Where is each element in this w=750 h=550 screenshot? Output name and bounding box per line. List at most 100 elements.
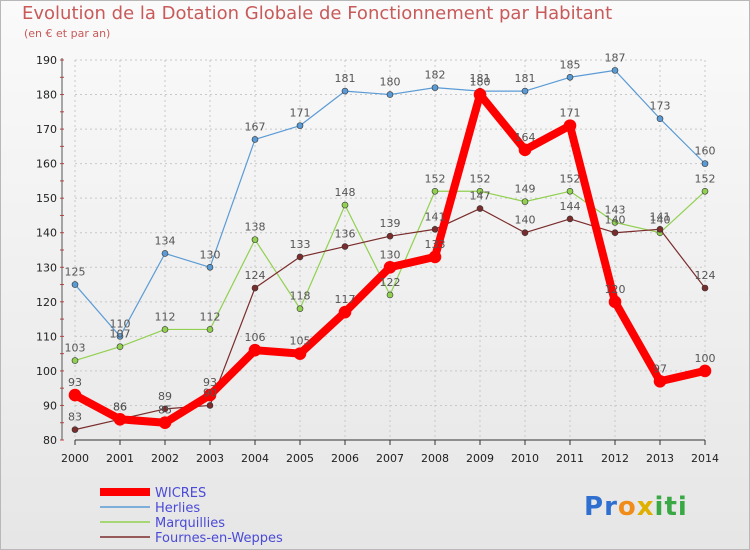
data-label-fournes-en-weppes: 141 [650, 210, 671, 223]
x-tick-label: 2000 [61, 452, 89, 465]
x-tick-label: 2006 [331, 452, 359, 465]
data-label-wicres: 86 [113, 400, 127, 413]
legend-label-fournes-en-weppes: Fournes-en-Weppes [155, 531, 283, 546]
data-label-herlies: 187 [605, 51, 626, 64]
data-point-wicres [158, 416, 172, 430]
data-point-fournes-en-weppes [251, 284, 259, 292]
data-point-wicres [608, 295, 622, 309]
x-tick-label: 2007 [376, 452, 404, 465]
x-tick-label: 2010 [511, 452, 539, 465]
data-label-marquillies: 152 [560, 172, 581, 185]
data-label-marquillies: 138 [245, 221, 266, 234]
data-point-marquillies [431, 187, 439, 195]
data-label-marquillies: 112 [155, 310, 176, 323]
data-label-fournes-en-weppes: 147 [470, 190, 491, 203]
y-tick-label: 140 [36, 227, 57, 240]
data-point-marquillies [251, 236, 259, 243]
data-label-wicres: 85 [158, 404, 172, 417]
data-label-marquillies: 152 [695, 172, 716, 185]
data-label-wicres: 117 [335, 293, 356, 306]
data-label-herlies: 182 [425, 69, 446, 82]
data-point-wicres [383, 260, 397, 274]
data-point-herlies [116, 333, 124, 340]
data-point-fournes-en-weppes [341, 243, 349, 250]
data-point-marquillies [116, 343, 124, 351]
data-point-herlies [251, 136, 259, 143]
data-label-marquillies: 103 [65, 342, 86, 355]
data-point-fournes-en-weppes [611, 229, 619, 237]
data-label-marquillies: 118 [290, 290, 311, 303]
data-point-marquillies [476, 187, 484, 195]
data-point-wicres [203, 388, 217, 402]
data-point-wicres [473, 88, 487, 101]
x-tick-label: 2012 [601, 452, 629, 465]
data-label-fournes-en-weppes: 89 [158, 390, 172, 403]
data-point-marquillies [161, 326, 169, 333]
x-tick-label: 2004 [241, 452, 269, 465]
data-point-fournes-en-weppes [701, 284, 709, 292]
data-label-fournes-en-weppes: 90 [203, 386, 217, 399]
y-tick-label: 190 [36, 54, 57, 67]
legend-label-wicres: WICRES [155, 486, 206, 501]
x-tick-label: 2011 [556, 452, 584, 465]
data-point-herlies [431, 84, 439, 91]
data-label-marquillies: 143 [605, 203, 626, 216]
data-label-herlies: 181 [470, 72, 491, 85]
y-tick-label: 160 [36, 158, 57, 171]
data-point-fournes-en-weppes [566, 215, 574, 223]
data-label-marquillies: 152 [425, 172, 446, 185]
data-label-marquillies: 107 [110, 328, 131, 341]
data-label-fournes-en-weppes: 124 [245, 269, 266, 282]
data-label-herlies: 181 [515, 72, 536, 85]
data-label-marquillies: 140 [650, 214, 671, 227]
data-point-marquillies [386, 291, 394, 299]
x-tick-label: 2002 [151, 452, 179, 465]
data-point-marquillies [296, 305, 304, 313]
data-label-wicres: 164 [515, 131, 536, 144]
logo-letter: o [617, 492, 637, 522]
data-label-herlies: 171 [290, 107, 311, 120]
data-label-herlies: 167 [245, 120, 266, 133]
logo-letter: i [654, 492, 665, 522]
data-label-herlies: 130 [200, 248, 221, 261]
data-label-fournes-en-weppes: 144 [560, 200, 581, 213]
y-tick-label: 110 [36, 330, 57, 343]
data-point-marquillies [611, 219, 619, 226]
data-point-wicres [698, 364, 712, 378]
data-label-fournes-en-weppes: 136 [335, 228, 356, 241]
data-label-fournes-en-weppes: 141 [425, 210, 446, 223]
data-point-marquillies [206, 326, 214, 333]
data-point-marquillies [701, 187, 709, 195]
data-point-wicres [428, 250, 442, 264]
data-point-marquillies [71, 357, 79, 364]
data-label-wicres: 180 [470, 76, 491, 89]
y-tick-label: 80 [43, 434, 57, 447]
data-point-fournes-en-weppes [206, 402, 214, 409]
data-label-wicres: 130 [380, 248, 401, 261]
legend-label-marquillies: Marquillies [155, 516, 225, 531]
data-point-fournes-en-weppes [431, 225, 439, 233]
data-point-herlies [341, 87, 349, 95]
data-point-herlies [521, 87, 529, 95]
data-label-wicres: 97 [653, 362, 667, 375]
data-point-herlies [71, 281, 79, 288]
x-tick-label: 2013 [646, 452, 674, 465]
y-tick-label: 100 [36, 365, 57, 378]
data-point-fournes-en-weppes [656, 225, 664, 233]
data-label-fournes-en-weppes: 83 [68, 411, 82, 424]
y-tick-label: 170 [36, 123, 57, 136]
logo-letter: x [636, 492, 655, 522]
data-label-marquillies: 152 [470, 172, 491, 185]
data-point-fournes-en-weppes [71, 426, 79, 433]
data-point-herlies [161, 250, 169, 257]
data-label-wicres: 93 [68, 376, 82, 389]
data-point-fournes-en-weppes [296, 253, 304, 261]
data-point-marquillies [566, 187, 574, 195]
y-tick-label: 120 [36, 296, 57, 309]
y-tick-label: 180 [36, 89, 57, 102]
legend-label-herlies: Herlies [155, 501, 200, 516]
data-label-fournes-en-weppes: 124 [695, 269, 716, 282]
proxiti-logo: Proxiti [584, 492, 688, 522]
chart-title: Evolution de la Dotation Globale de Fonc… [22, 3, 613, 24]
